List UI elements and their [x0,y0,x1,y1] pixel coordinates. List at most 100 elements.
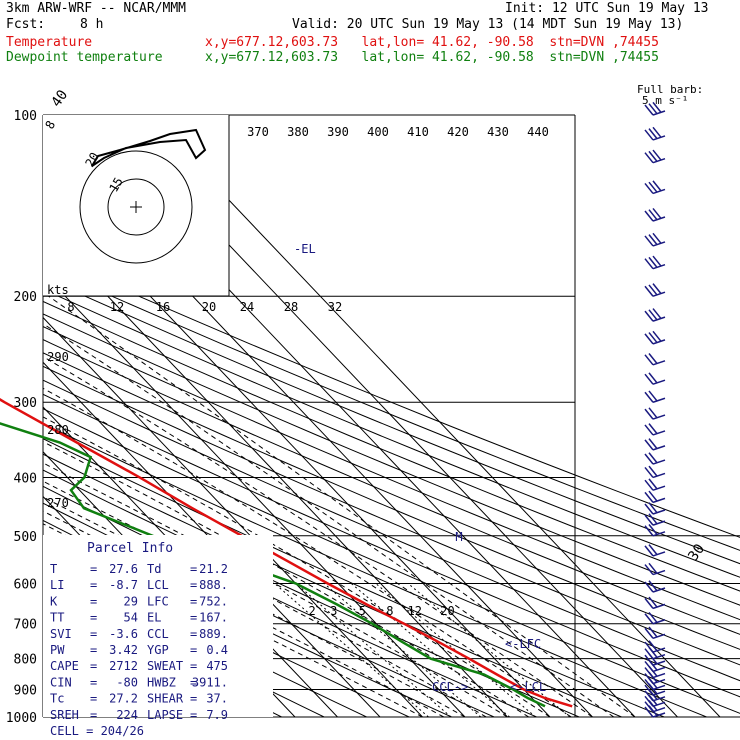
wind-barb-flag [644,706,654,718]
wind-barb [644,308,666,322]
dry-adiabat [43,408,740,714]
isotherm-label: 40 [48,87,71,110]
moist-adiabat [43,323,615,717]
parcel-key: Td [147,562,161,576]
dry-adiabat [43,326,740,621]
wind-barb-flag [648,452,658,464]
parcel-value: 475 [206,659,228,673]
moist-adiabat [43,355,593,717]
wind-barb-shaft [652,696,666,702]
wind-barb-flag [644,581,654,593]
wind-barb-shaft [652,647,666,653]
wind-barb-shaft [652,188,666,195]
parcel-value: 3.42 [109,643,138,657]
parcel-eq: = [190,578,197,592]
dry-adiabat [43,313,740,606]
wind-barb-flag [648,465,658,477]
hodograph-speed-label: 16 [156,300,170,314]
pressure-tick-label: 800 [14,653,37,668]
parcel-key: EL [147,611,161,625]
isotherm-line [147,115,721,717]
hodograph-speed-label: 20 [202,300,216,314]
lcl-annotation: <-LCL [510,680,546,694]
mixing-ratio-label: 20 [440,604,454,618]
wind-barb-shaft [652,672,666,679]
wind-barb [644,126,666,141]
wind-barb-flag [652,180,662,192]
parcel-value: 27.2 [109,692,138,706]
hodograph-speed-label: 28 [284,300,298,314]
wind-barb [644,611,666,625]
wind-barb-flag [644,152,654,164]
parcel-key: CIN [50,675,72,689]
wind-barb [644,149,666,164]
wind-barb-shaft [652,712,666,718]
wind-barb-flag [652,308,662,320]
temperature-legend: Temperature [6,35,93,50]
hodograph-speed-label: 8 [67,300,74,314]
wind-barb-shaft [652,472,666,479]
wind-barb-shaft [652,653,666,660]
wind-barb-shaft [652,707,666,713]
wind-barb [644,452,666,465]
parcel-eq: = [190,562,197,576]
forecast-label: Fcst: [6,17,46,32]
wind-barb-shaft [652,316,666,322]
pressure-tick-label: 600 [14,577,37,592]
wind-barb-flag [652,330,662,342]
wind-barb-flag [648,309,658,321]
wind-barb [644,283,666,297]
wind-barb-flag [648,626,658,638]
full-barb-unit: 5 m s⁻¹ [642,94,688,107]
wind-barb-shaft [652,701,666,708]
pressure-tick-label: 300 [14,396,37,411]
wind-barb-flag [648,694,658,706]
wind-barb-flag [652,207,662,219]
wind-barb-flag [644,525,654,537]
wind-barb-flag [644,439,654,451]
hodograph-ring [107,178,165,236]
parcel-eq: = [90,594,97,608]
theta-label: 410 [407,125,429,139]
wind-barb-flag [648,646,658,658]
wind-barb-flag [644,545,654,557]
wind-barb-flag [648,689,658,700]
wind-barb-shaft [652,339,666,345]
wind-barb-shaft [652,360,666,366]
wind-barb-shaft [652,485,666,491]
wind-barb-flag [652,126,662,138]
wind-barb-flag [648,544,658,556]
isotherm-line [43,272,466,717]
parcel-key: SHEAR [147,692,184,706]
wind-barb-flag [652,149,662,161]
wind-barb-flag [648,611,658,623]
wind-barb-shaft [652,666,666,673]
wind-barb-flag [644,408,654,420]
hodograph-ring [79,150,193,264]
wind-barb-flag [644,453,654,465]
parcel-panel-background [43,535,273,717]
moist-adiabat [43,462,508,717]
theta-label: 440 [527,125,549,139]
dewpoint-trace [0,422,546,708]
theta-label: 390 [327,125,349,139]
parcel-eq: = [90,708,97,722]
wind-barb-flag [644,235,654,247]
mixing-ratio-line [274,583,429,717]
isotherm-line [43,316,423,717]
dry-adiabat [43,422,707,717]
wind-barb-flag [648,478,658,490]
hodograph-ring-label: 15 [106,175,125,195]
parcel-eq: = [90,659,97,673]
wind-barb-flag [648,659,658,671]
valid-time: Valid: 20 UTC Sun 19 May 13 (14 MDT Sun … [292,17,684,32]
hodograph-trace [91,128,207,167]
dry-adiabat [43,379,740,682]
wind-barb-flag [648,438,658,450]
wind-barb-shaft [652,569,666,576]
wind-barb-flag [644,627,654,639]
pressure-tick-label: 900 [14,683,37,698]
wind-barb-flag [644,310,654,322]
parcel-value: 0.4 [206,643,228,657]
wind-barb [644,101,666,116]
